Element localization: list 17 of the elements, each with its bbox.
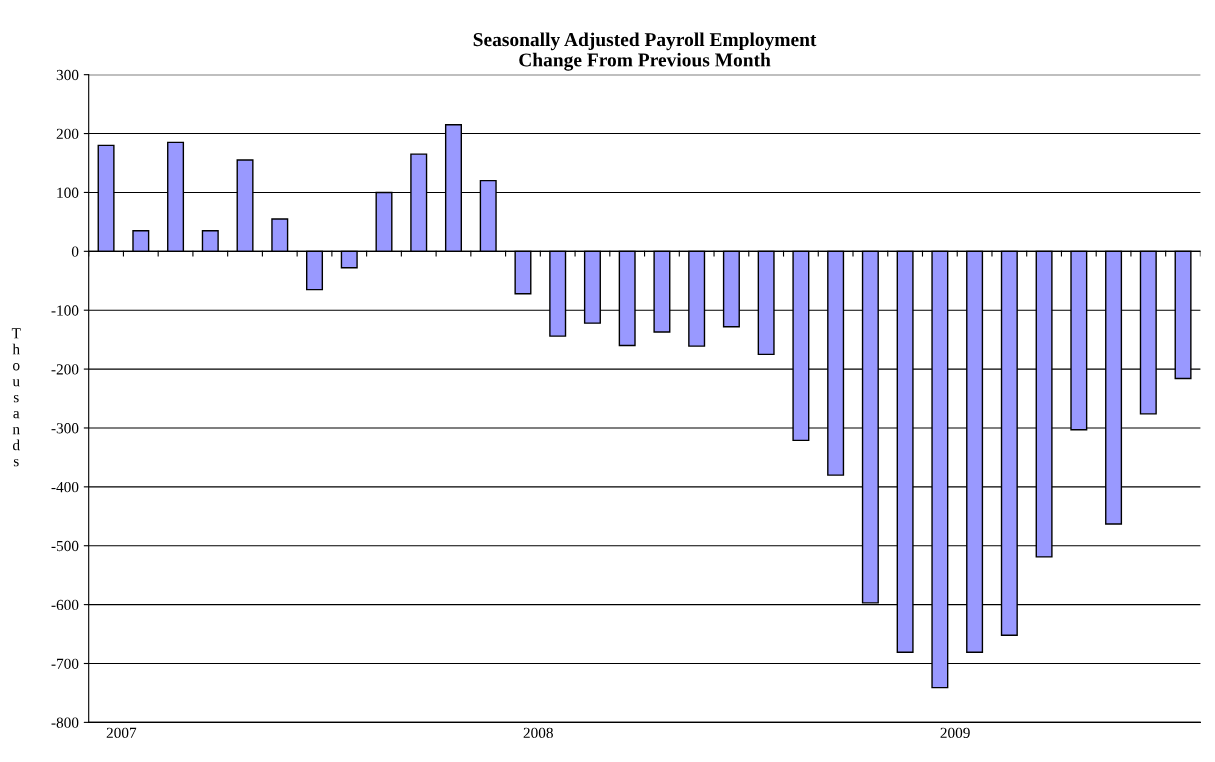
y-tick-label: -100 xyxy=(51,305,79,316)
y-tick-label: -600 xyxy=(51,599,79,611)
chart-title: Seasonally Adjusted Payroll Employment Change From Previous Month xyxy=(473,32,817,71)
y-tick-label: -800 xyxy=(51,717,79,728)
y-tick-label: 200 xyxy=(56,128,79,140)
text: Thousands xyxy=(11,328,21,467)
y-tick-label: 0 xyxy=(71,246,79,257)
y-tick-label: -400 xyxy=(51,481,79,493)
y-tick-label: -500 xyxy=(51,540,79,552)
y-tick-label: 100 xyxy=(57,187,79,198)
y-tick-label: 300 xyxy=(56,69,79,81)
y-tick-label: -300 xyxy=(51,423,79,434)
y-tick-label: -700 xyxy=(51,658,79,669)
x-tick-label: 2008 xyxy=(523,727,553,738)
y-tick-label: -200 xyxy=(51,364,79,375)
x-tick-label: 2007 xyxy=(106,727,137,738)
x-tick-label: 2009 xyxy=(940,727,970,738)
